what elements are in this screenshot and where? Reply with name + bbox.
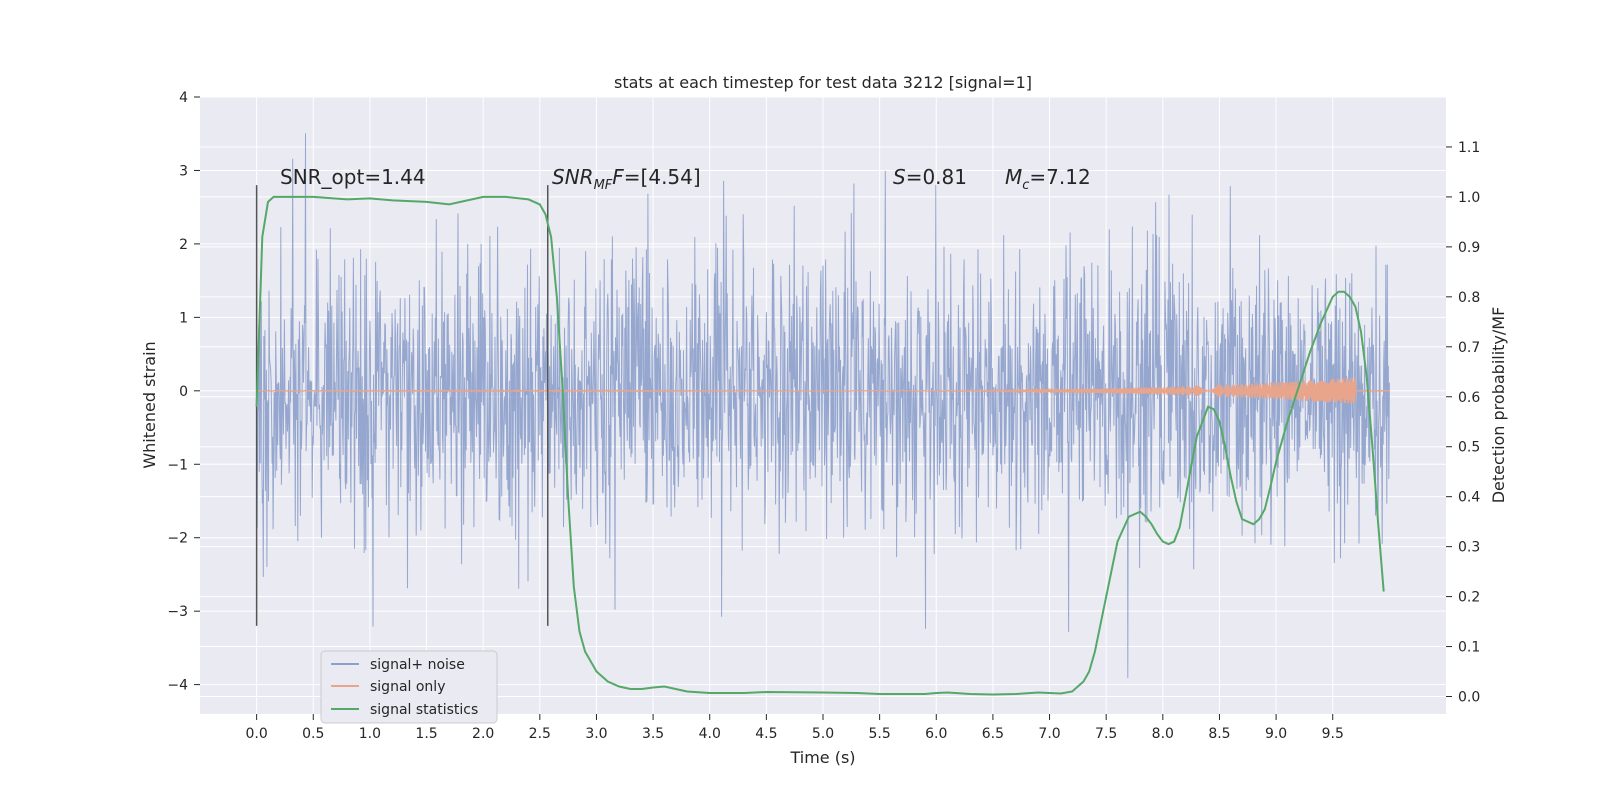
x-axis-title: Time (s): [789, 748, 855, 767]
annotation-mc: Mc=7.12: [1005, 165, 1091, 193]
legend-label-noise: signal+ noise: [370, 657, 465, 673]
y-tick-label-2: −2: [167, 531, 188, 547]
x-tick-label-0: 0.0: [246, 726, 268, 742]
x-axis: 0.0 0.5 1.0 1.5 2.0 2.5 3.0 3.5 4.0 4.5 5.0 5.5 6.0 6…: [246, 714, 1344, 742]
x-tick-label-6: 3.0: [585, 726, 607, 742]
x-tick-label-15: 7.5: [1095, 726, 1117, 742]
series-signal-statistics: [255, 195, 1385, 696]
x-tick-label-12: 6.0: [925, 726, 947, 742]
y2-tick-label-6: 0.6: [1458, 390, 1480, 406]
chart-title: stats at each timestep for test data 321…: [614, 73, 1032, 92]
series-signal-only: [256, 377, 1390, 404]
x-tick-label-8: 4.0: [699, 726, 721, 742]
x-tick-label-1: 0.5: [302, 726, 324, 742]
y-tick-label-6: 2: [179, 237, 188, 253]
y2-tick-label-0: 0.0: [1458, 690, 1480, 706]
y-tick-label-8: 4: [179, 90, 188, 106]
legend-label-signal: signal only: [370, 679, 445, 695]
y2-tick-label-8: 0.8: [1458, 290, 1480, 306]
y-axis-left: −4 −3 −2 −1 0 1 2 3 4: [167, 90, 200, 694]
y-tick-label-7: 3: [179, 163, 188, 179]
legend: signal+ noise signal only signal statist…: [320, 650, 498, 724]
y-tick-label-4: 0: [179, 384, 188, 400]
y2-axis-title: Detection probability/MF: [1489, 307, 1508, 504]
y-tick-label-1: −3: [167, 604, 188, 620]
x-tick-label-17: 8.5: [1208, 726, 1230, 742]
y-tick-label-5: 1: [179, 310, 188, 326]
x-tick-label-2: 1.0: [359, 726, 381, 742]
y2-tick-label-5: 0.5: [1458, 440, 1480, 456]
y2-tick-label-9: 0.9: [1458, 240, 1480, 256]
x-tick-label-4: 2.0: [472, 726, 494, 742]
x-tick-label-11: 5.5: [869, 726, 891, 742]
stats-line: [255, 195, 1385, 696]
y2-tick-label-11: 1.1: [1458, 140, 1480, 156]
y-tick-label-3: −1: [167, 457, 188, 473]
y2-tick-label-10: 1.0: [1458, 190, 1480, 206]
x-tick-label-7: 3.5: [642, 726, 664, 742]
y-axis-title: Whitened strain: [140, 341, 159, 468]
x-tick-label-5: 2.5: [529, 726, 551, 742]
x-tick-label-14: 7.0: [1038, 726, 1060, 742]
annotation-s: S=0.81: [893, 165, 967, 189]
y2-tick-label-4: 0.4: [1458, 490, 1480, 506]
y-axis-right: 0.0 0.1 0.2 0.3 0.4 0.5 0.6 0.7 0.8 0.9 1.0 1.1: [1446, 140, 1480, 706]
annotation-snr-mf: SNRMFF=[4.54]: [552, 165, 701, 193]
x-tick-label-16: 8.0: [1152, 726, 1174, 742]
x-tick-label-9: 4.5: [755, 726, 777, 742]
y2-tick-label-1: 0.1: [1458, 640, 1480, 656]
legend-box: [320, 650, 498, 724]
x-tick-label-18: 9.0: [1265, 726, 1287, 742]
x-tick-label-13: 6.5: [982, 726, 1004, 742]
legend-label-stats: signal statistics: [370, 702, 478, 718]
annotations: SNR_opt=1.44 SNRMFF=[4.54] S=0.81 Mc=7.1…: [280, 165, 1091, 193]
signal-line: [256, 377, 1390, 404]
y2-tick-label-2: 0.2: [1458, 590, 1480, 606]
annotation-snr-opt: SNR_opt=1.44: [280, 165, 426, 189]
series-signal-noise: [256, 133, 1390, 679]
x-tick-label-10: 5.0: [812, 726, 834, 742]
y2-tick-label-3: 0.3: [1458, 540, 1480, 556]
noise-line: [256, 133, 1390, 679]
y2-tick-label-7: 0.7: [1458, 340, 1480, 356]
x-tick-label-3: 1.5: [415, 726, 437, 742]
x-tick-label-19: 9.5: [1322, 726, 1344, 742]
y-tick-label-0: −4: [167, 678, 188, 694]
